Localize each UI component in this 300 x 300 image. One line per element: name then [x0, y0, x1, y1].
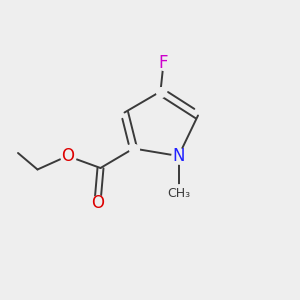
Text: N: N [172, 147, 185, 165]
Text: CH₃: CH₃ [167, 187, 190, 200]
Text: O: O [91, 194, 104, 211]
Text: F: F [159, 54, 168, 72]
Text: O: O [61, 147, 74, 165]
